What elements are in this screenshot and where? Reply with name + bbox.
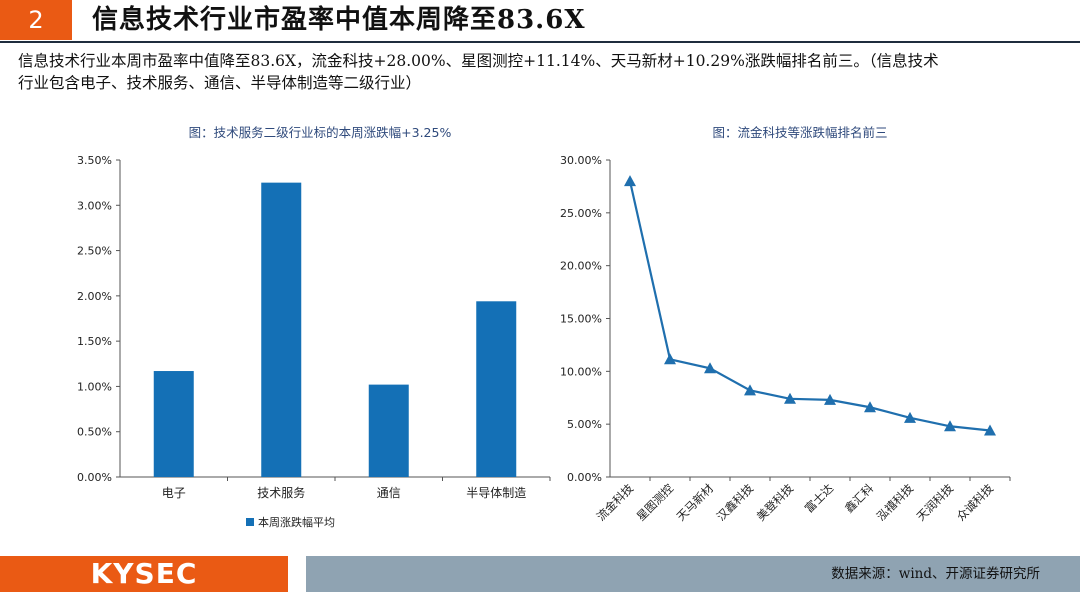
header-divider xyxy=(0,41,1080,43)
line-x-tick-label: 泓禧科技 xyxy=(874,481,917,524)
line-point-marker xyxy=(824,393,836,405)
line-x-tick-label: 天马新材 xyxy=(674,481,717,524)
bar xyxy=(368,384,409,477)
line-point-marker xyxy=(704,362,716,374)
line-x-tick-label: 流金科技 xyxy=(594,481,637,524)
summary-line-1: 信息技术行业本周市盈率中值降至83.6X，流金科技+28.00%、星图测控+11… xyxy=(18,52,939,70)
line-x-tick-label: 天润科技 xyxy=(914,481,957,524)
line-point-marker xyxy=(984,424,996,436)
line-point-marker xyxy=(904,411,916,423)
bar-chart-title: 图：技术服务二级行业标的本周涨跌幅+3.25% xyxy=(188,125,452,140)
bar-y-tick-label: 2.00% xyxy=(77,290,112,303)
line-y-tick-label: 5.00% xyxy=(567,418,602,431)
line-y-tick-label: 15.00% xyxy=(560,313,602,326)
bar-y-tick-label: 1.50% xyxy=(77,335,112,348)
bar-x-tick-label: 半导体制造 xyxy=(466,486,526,500)
summary-text: 信息技术行业本周市盈率中值降至83.6X，流金科技+28.00%、星图测控+11… xyxy=(18,50,1058,94)
line-y-tick-label: 10.00% xyxy=(560,365,602,378)
charts-canvas: 0.00% 0.50% 1.00% 1.50% 2.00% 2.50% 3.00% 3.50%… xyxy=(77,154,1011,529)
kysec-logo: KYSEC xyxy=(90,557,198,590)
footer-source-band xyxy=(306,556,1080,592)
line-point-marker xyxy=(624,175,636,187)
line-y-tick-label: 20.00% xyxy=(560,260,602,273)
line-y-tick-label: 0.00% xyxy=(567,471,602,484)
summary-line-2: 行业包含电子、技术服务、通信、半导体制造等二级行业） xyxy=(18,74,422,92)
line-x-tick-label: 鑫汇科 xyxy=(842,481,877,516)
bar-x-tick-label: 通信 xyxy=(377,486,401,500)
line-y-tick-label: 30.00% xyxy=(560,154,602,167)
line-x-tick-label: 众诚科技 xyxy=(954,481,997,524)
bar-y-tick-label: 3.50% xyxy=(77,154,112,167)
line-x-tick-label: 富士达 xyxy=(802,481,837,516)
bar-y-tick-label: 1.00% xyxy=(77,380,112,393)
line-point-marker xyxy=(744,384,756,396)
data-source: 数据来源：wind、开源证券研究所 xyxy=(831,566,1040,582)
bar-x-tick-label: 电子 xyxy=(162,486,186,500)
bar xyxy=(476,301,517,477)
header-bar: 2 信息技术行业市盈率中值本周降至83.6X xyxy=(0,0,1080,44)
footer-logo-band xyxy=(0,556,288,592)
section-number: 2 xyxy=(0,0,72,40)
bar-legend-swatch xyxy=(246,518,254,526)
bar-x-tick-label: 技术服务 xyxy=(257,485,305,500)
line-point-marker xyxy=(864,401,876,413)
line-point-marker xyxy=(664,353,676,365)
line-y-tick-label: 25.00% xyxy=(560,207,602,220)
bar-y-tick-label: 3.00% xyxy=(77,199,112,212)
bar-y-tick-label: 0.00% xyxy=(77,471,112,484)
bar xyxy=(153,371,194,477)
bar xyxy=(261,182,302,477)
bar-y-tick-label: 0.50% xyxy=(77,426,112,439)
line-series xyxy=(628,180,991,432)
line-x-tick-label: 汉鑫科技 xyxy=(714,481,757,524)
line-x-tick-label: 美登科技 xyxy=(754,481,797,524)
bar-legend-label: 本周涨跌幅平均 xyxy=(258,515,335,529)
page-title: 信息技术行业市盈率中值本周降至83.6X xyxy=(92,5,586,35)
line-chart-title: 图：流金科技等涨跌幅排名前三 xyxy=(712,125,888,140)
line-x-tick-label: 星图测控 xyxy=(634,481,677,524)
line-point-marker xyxy=(784,392,796,404)
line-point-marker xyxy=(944,420,956,432)
bar-y-tick-label: 2.50% xyxy=(77,245,112,258)
